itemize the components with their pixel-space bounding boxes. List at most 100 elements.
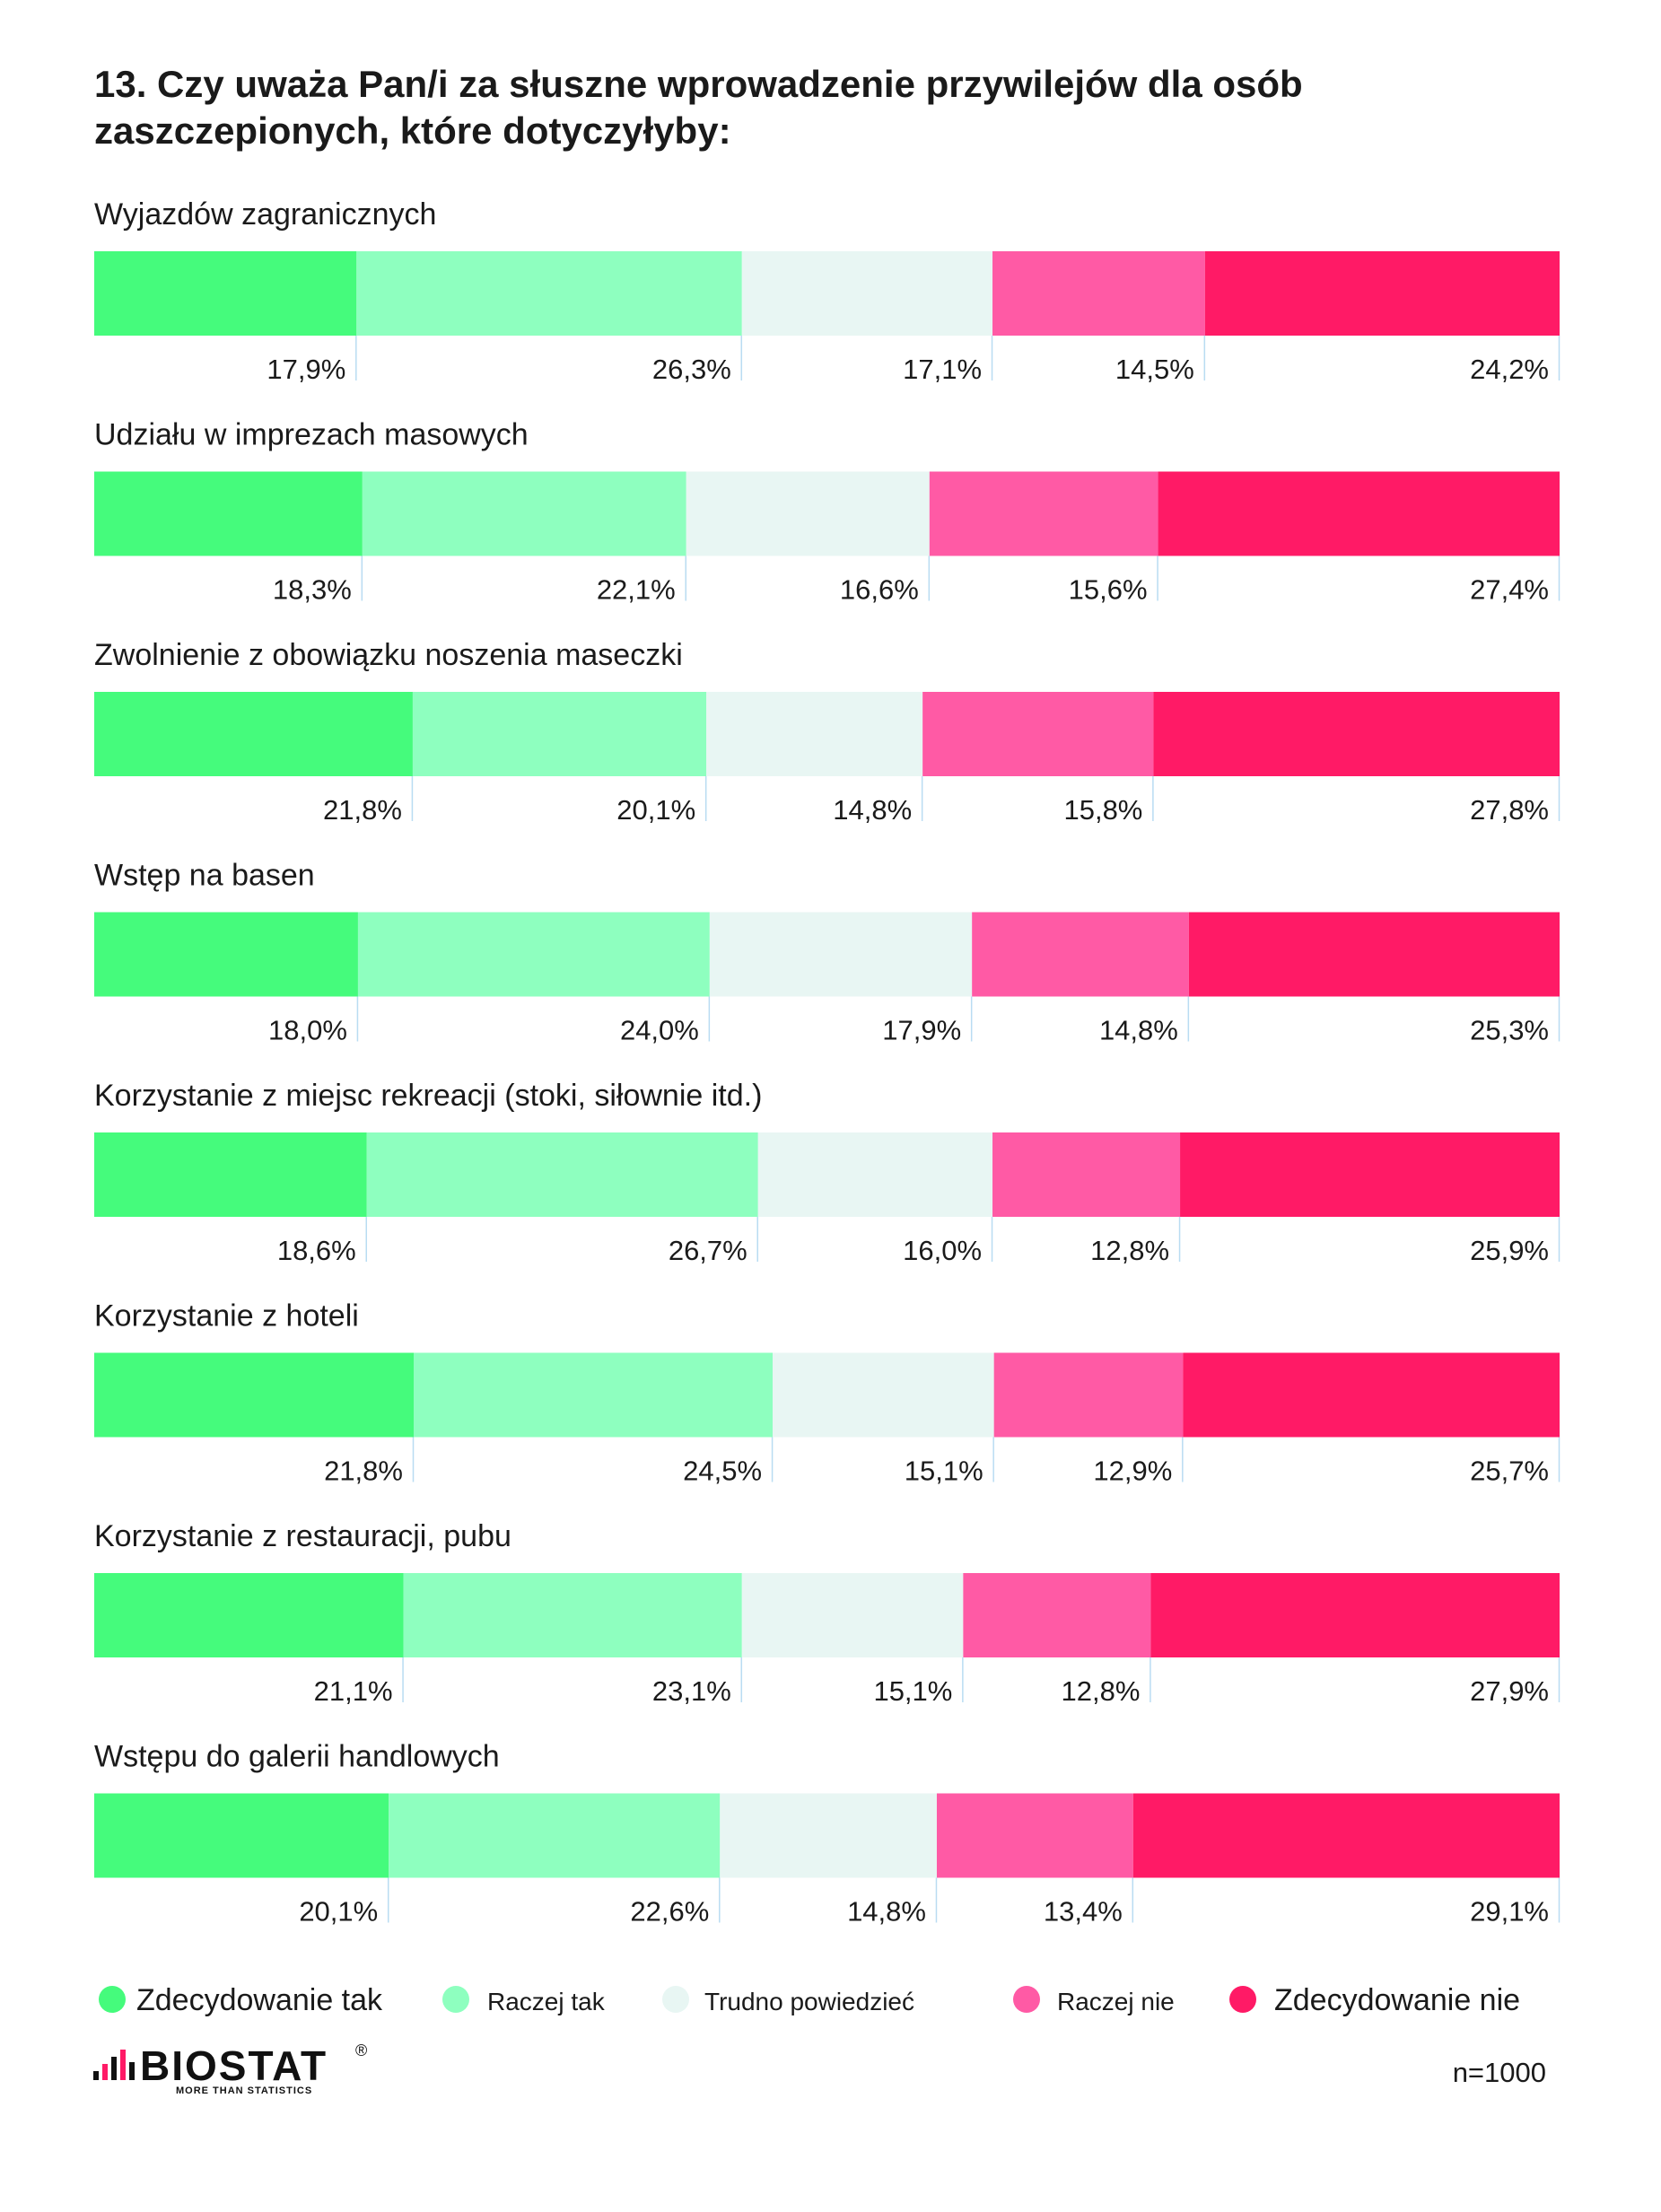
category-label: Zwolnienie z obowiązku noszenia maseczki xyxy=(94,638,683,672)
data-label: 20,1% xyxy=(616,794,695,826)
bar-segment xyxy=(757,1132,993,1217)
legend-label: Raczej tak xyxy=(487,1988,606,2015)
category-label: Wyjazdów zagranicznych xyxy=(94,197,436,232)
data-label: 14,8% xyxy=(833,794,912,826)
bar-segment xyxy=(1188,912,1560,997)
bar-segment xyxy=(412,692,707,776)
bar-segment xyxy=(1180,1132,1560,1217)
data-label: 22,1% xyxy=(597,574,676,606)
legend-swatch xyxy=(1013,1986,1040,2013)
data-label: 14,8% xyxy=(847,1896,926,1928)
data-label: 27,4% xyxy=(1470,574,1549,606)
data-label: 18,6% xyxy=(277,1235,356,1266)
bar-row: Zwolnienie z obowiązku noszenia maseczki… xyxy=(94,638,1560,826)
legend-swatch xyxy=(99,1986,126,2013)
bar-segment xyxy=(1153,692,1560,776)
legend-swatch xyxy=(442,1986,469,2013)
bar-row: Wstępu do galerii handlowych 20,1% 22,6% 14… xyxy=(94,1740,1560,1928)
bar-row: Wyjazdów zagranicznych 17,9% 26,3% 17,1% 14,… xyxy=(94,197,1560,385)
bar-segment xyxy=(94,912,358,997)
legend-item: Raczej tak xyxy=(442,1986,606,2015)
bar-segment xyxy=(1132,1793,1560,1878)
data-label: 12,9% xyxy=(1093,1456,1172,1487)
category-label: Korzystanie z miejsc rekreacji (stoki, s… xyxy=(94,1079,762,1113)
bar-segment xyxy=(1183,1352,1560,1438)
data-label: 26,3% xyxy=(652,354,731,385)
legend-label: Raczej nie xyxy=(1057,1988,1175,2015)
bar-segment xyxy=(992,251,1205,336)
bar-segment xyxy=(741,251,993,336)
bar-segment xyxy=(94,1573,404,1657)
bar-segment xyxy=(773,1352,994,1438)
bar-row: Korzystanie z hoteli 21,8% 24,5% 15,1% 12,9%… xyxy=(94,1299,1560,1487)
chart-rows: Wyjazdów zagranicznych 17,9% 26,3% 17,1% 14,… xyxy=(94,197,1560,1928)
chart-title-line-1: 13. Czy uważa Pan/i za słuszne wprowadze… xyxy=(94,63,1303,105)
data-label: 21,8% xyxy=(324,1456,403,1487)
bar-segment xyxy=(720,1793,937,1878)
bar-segment xyxy=(389,1793,721,1878)
data-label: 22,6% xyxy=(630,1896,709,1928)
bar-segment xyxy=(741,1573,964,1657)
data-label: 24,5% xyxy=(683,1456,762,1487)
logo-bar xyxy=(120,2050,126,2080)
bar-segment xyxy=(1158,471,1560,556)
data-label: 25,9% xyxy=(1470,1235,1549,1266)
bar-segment xyxy=(94,1793,389,1878)
bar-segment xyxy=(357,912,710,997)
brand-name: BIOSTAT xyxy=(140,2042,328,2089)
bar-segment xyxy=(94,692,413,776)
logo-bar xyxy=(102,2064,108,2080)
bar-row: Udziału w imprezach masowych 18,3% 22,1% 16… xyxy=(94,418,1560,606)
legend-label: Trudno powiedzieć xyxy=(704,1988,914,2015)
data-label: 18,3% xyxy=(273,574,352,606)
data-label: 27,9% xyxy=(1470,1675,1549,1707)
bar-row: Korzystanie z miejsc rekreacji (stoki, s… xyxy=(94,1079,1560,1266)
bar-segment xyxy=(1150,1573,1560,1657)
legend-label: Zdecydowanie nie xyxy=(1274,1983,1520,2017)
data-label: 15,1% xyxy=(873,1675,952,1707)
bar-segment xyxy=(922,692,1154,776)
bar-segment xyxy=(993,1352,1184,1438)
data-label: 16,6% xyxy=(840,574,919,606)
legend-item: Trudno powiedzieć xyxy=(662,1986,914,2015)
data-label: 25,3% xyxy=(1470,1015,1549,1046)
logo-bar xyxy=(129,2062,135,2080)
bar-segment xyxy=(963,1573,1151,1657)
bar-segment xyxy=(362,471,686,556)
bar-segment xyxy=(94,471,363,556)
data-label: 24,0% xyxy=(620,1015,699,1046)
category-label: Wstęp na basen xyxy=(94,859,315,893)
bar-row: Wstęp na basen 18,0% 24,0% 17,9% 14,8% 25,3% xyxy=(94,859,1560,1046)
bar-segment xyxy=(992,1132,1181,1217)
logo-bar xyxy=(111,2057,117,2080)
legend-item: Zdecydowanie tak xyxy=(99,1983,383,2017)
bar-segment xyxy=(972,912,1189,997)
bar-segment xyxy=(94,1132,367,1217)
footer: BIOSTAT ® MORE THAN STATISTICS n=1000 xyxy=(93,2042,1546,2096)
bar-segment xyxy=(706,692,923,776)
legend-item: Zdecydowanie nie xyxy=(1229,1983,1520,2017)
data-label: 14,5% xyxy=(1115,354,1194,385)
bar-segment xyxy=(413,1352,774,1438)
bar-segment xyxy=(1204,251,1560,336)
category-label: Korzystanie z restauracji, pubu xyxy=(94,1519,511,1553)
bar-row: Korzystanie z restauracji, pubu 21,1% 23,1… xyxy=(94,1519,1560,1707)
legend-swatch xyxy=(662,1986,689,2013)
data-label: 13,4% xyxy=(1044,1896,1123,1928)
brand-tagline: MORE THAN STATISTICS xyxy=(176,2085,312,2096)
chart-title: 13. Czy uważa Pan/i za słuszne wprowadze… xyxy=(94,63,1303,152)
logo-bar xyxy=(93,2071,99,2080)
data-label: 21,8% xyxy=(323,794,402,826)
chart-title-line-2: zaszczepionych, które dotyczyłyby: xyxy=(94,109,731,152)
registered-mark: ® xyxy=(355,2042,367,2059)
bar-segment xyxy=(403,1573,742,1657)
legend-swatch xyxy=(1229,1986,1256,2013)
sample-size-note: n=1000 xyxy=(1453,2057,1546,2088)
bar-segment xyxy=(709,912,973,997)
legend-item: Raczej nie xyxy=(1013,1986,1175,2015)
data-label: 12,8% xyxy=(1090,1235,1169,1266)
legend-label: Zdecydowanie tak xyxy=(136,1983,383,2017)
data-label: 20,1% xyxy=(299,1896,378,1928)
data-label: 24,2% xyxy=(1470,354,1549,385)
bar-segment xyxy=(366,1132,758,1217)
